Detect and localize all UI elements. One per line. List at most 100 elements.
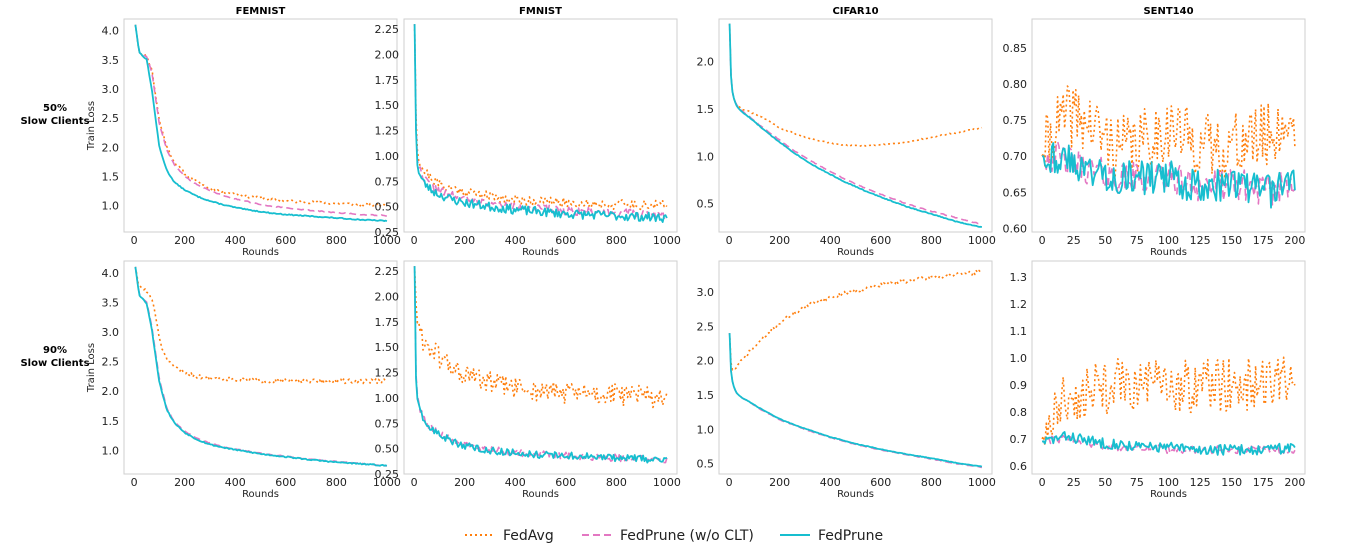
- x-tick-label: 800: [326, 476, 347, 489]
- y-tick-label: 0.75: [375, 175, 400, 188]
- y-tick-label: 1.0: [1010, 352, 1028, 365]
- series-line-fedprune-w-o-clt: [728, 333, 983, 469]
- series-line-fedprune: [413, 24, 668, 223]
- x-tick-label: 200: [769, 476, 790, 489]
- legend-label-fedprune: FedPrune: [818, 528, 883, 544]
- series-line-fedprune: [134, 24, 388, 223]
- legend: FedAvg FedPrune (w/o CLT) FedPrune: [465, 528, 883, 544]
- x-tick-label: 175: [1253, 234, 1274, 247]
- x-tick-label: 600: [870, 234, 891, 247]
- x-tick-label: 75: [1130, 476, 1144, 489]
- x-tick-label: 600: [870, 476, 891, 489]
- y-tick-label: 1.0: [102, 200, 120, 213]
- x-tick-label: 400: [820, 234, 841, 247]
- chart-panel: 0 200 400 600 800 1000 1.0 1.5 2.0 2.5 3.0 3.5 4.0 Ro…: [86, 260, 401, 500]
- y-tick-label: 1.75: [375, 74, 400, 87]
- y-tick-label: 1.5: [102, 415, 120, 428]
- x-tick-label: 200: [454, 234, 475, 247]
- x-tick-label: 150: [1221, 234, 1242, 247]
- series-line-fedavg: [1041, 356, 1296, 447]
- series-line-fedprune: [1042, 142, 1296, 209]
- x-axis-label: Rounds: [1150, 489, 1187, 500]
- series-line-fedprune-w-o-clt: [413, 24, 668, 220]
- legend-label-fedavg: FedAvg: [503, 528, 554, 544]
- x-tick-label: 800: [606, 476, 627, 489]
- y-tick-label: 2.0: [697, 355, 715, 368]
- row-label-90-line1: 90%: [43, 345, 67, 356]
- x-tick-label: 800: [326, 234, 347, 247]
- series-line-fedavg: [134, 24, 388, 208]
- row-label-50: 50% Slow Clients: [20, 103, 89, 127]
- chart-panel: CIFAR10 0 200 400 600 800 1000 0.5 1.0 1.5 2.0 Roun…: [697, 6, 996, 258]
- y-tick-label: 1.25: [375, 125, 400, 138]
- x-tick-label: 800: [921, 234, 942, 247]
- y-tick-label: 0.5: [697, 198, 715, 211]
- x-tick-label: 200: [1284, 476, 1305, 489]
- y-tick-label: 3.0: [102, 326, 120, 339]
- x-tick-label: 200: [174, 234, 195, 247]
- chart-panel: 0 200 400 600 800 10000.250.500.751.001.251.5…: [375, 260, 681, 500]
- y-tick-label: 2.5: [697, 320, 715, 333]
- y-tick-label: 1.25: [375, 367, 400, 380]
- x-axis-label: Rounds: [522, 247, 559, 258]
- x-tick-label: 200: [769, 234, 790, 247]
- y-tick-label: 1.50: [375, 99, 400, 112]
- y-tick-label: 1.5: [102, 171, 120, 184]
- x-tick-label: 50: [1098, 234, 1112, 247]
- legend-label-fedprune-wo-clt: FedPrune (w/o CLT): [620, 528, 754, 544]
- y-tick-label: 0.85: [1003, 42, 1028, 55]
- y-tick-label: 2.00: [375, 291, 400, 304]
- x-tick-label: 0: [1039, 476, 1046, 489]
- x-tick-label: 50: [1098, 476, 1112, 489]
- x-tick-label: 200: [1284, 234, 1305, 247]
- chart-panel: FEMNIST 0 200 400 600 800 1000 1.0 1.5 2.0 2.5 3.0 3…: [86, 6, 401, 258]
- panel-title: FEMNIST: [236, 6, 286, 17]
- y-tick-label: 1.50: [375, 341, 400, 354]
- y-tick-label: 1.00: [375, 392, 400, 405]
- plot-frame: [1031, 260, 1306, 475]
- plot-frame: [123, 260, 398, 475]
- y-tick-label: 1.5: [697, 103, 715, 116]
- series-line-fedprune: [134, 266, 388, 467]
- legend-item-fedprune: FedPrune: [780, 528, 883, 544]
- x-axis-label: Rounds: [1150, 247, 1187, 258]
- y-tick-label: 0.7: [1010, 433, 1028, 446]
- y-tick-label: 4.0: [102, 267, 120, 280]
- x-tick-label: 75: [1130, 234, 1144, 247]
- y-tick-label: 0.50: [375, 443, 400, 456]
- panel-title: SENT140: [1143, 6, 1193, 17]
- x-tick-label: 1000: [653, 234, 681, 247]
- x-tick-label: 175: [1253, 476, 1274, 489]
- y-tick-label: 2.0: [697, 56, 715, 69]
- chart-panel: 0 200 400 600 800 1000 0.5 1.0 1.5 2.0 2.5 3.0 Round…: [697, 260, 996, 500]
- row-label-50-line2: Slow Clients: [20, 116, 89, 127]
- y-tick-label: 3.5: [102, 296, 120, 309]
- x-tick-label: 0: [131, 234, 138, 247]
- y-tick-label: 0.70: [1003, 150, 1028, 163]
- plot-frame: [403, 260, 678, 475]
- panel-title: CIFAR10: [832, 6, 878, 17]
- y-tick-label: 0.75: [1003, 114, 1028, 127]
- plot-frame: [403, 18, 678, 233]
- x-axis-label: Rounds: [837, 489, 874, 500]
- y-tick-label: 0.50: [375, 201, 400, 214]
- x-tick-label: 800: [606, 234, 627, 247]
- plot-frame: [718, 18, 993, 233]
- y-tick-label: 0.25: [375, 468, 400, 481]
- y-tick-label: 2.25: [375, 23, 400, 36]
- y-tick-label: 0.65: [1003, 186, 1028, 199]
- y-tick-label: 0.25: [375, 226, 400, 239]
- plot-frame: [718, 260, 993, 475]
- x-tick-label: 25: [1067, 234, 1081, 247]
- y-tick-label: 1.3: [1010, 271, 1028, 284]
- x-tick-label: 400: [225, 476, 246, 489]
- x-axis-label: Rounds: [837, 247, 874, 258]
- x-tick-label: 600: [275, 234, 296, 247]
- x-tick-label: 1000: [373, 234, 401, 247]
- x-tick-label: 100: [1158, 234, 1179, 247]
- x-tick-label: 200: [174, 476, 195, 489]
- x-tick-label: 1000: [653, 476, 681, 489]
- x-tick-label: 400: [820, 476, 841, 489]
